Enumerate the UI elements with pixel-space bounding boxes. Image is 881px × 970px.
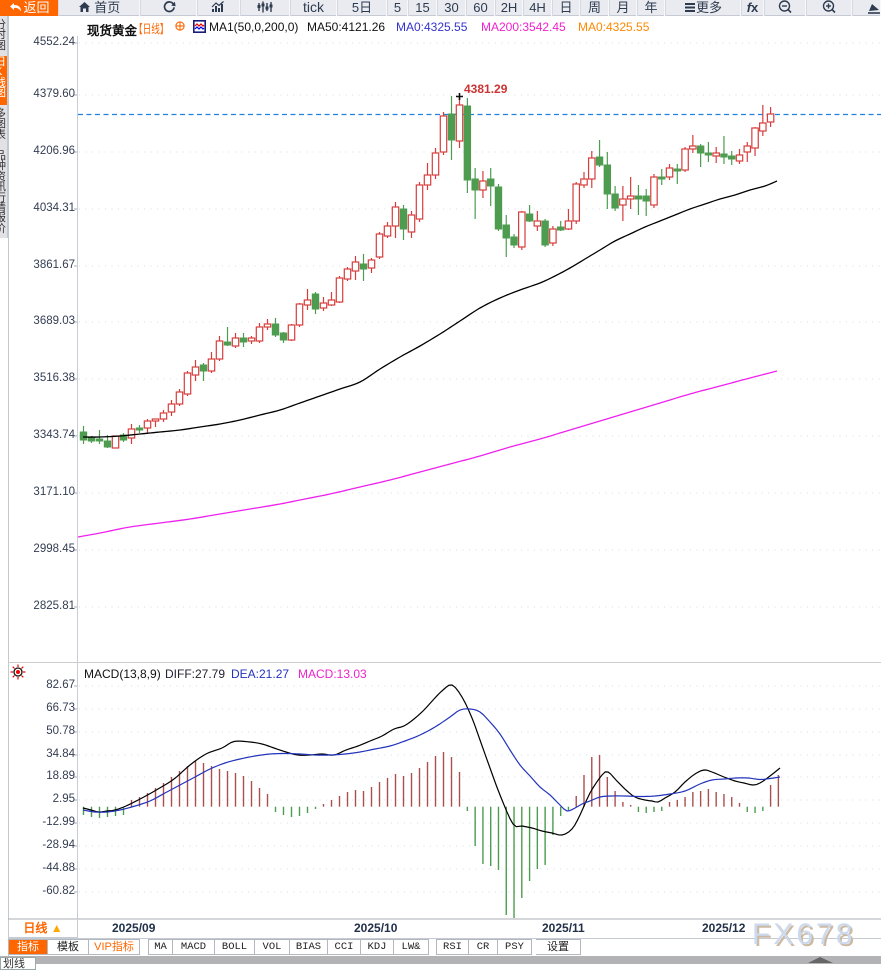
- svg-text:4381.29: 4381.29: [464, 82, 508, 96]
